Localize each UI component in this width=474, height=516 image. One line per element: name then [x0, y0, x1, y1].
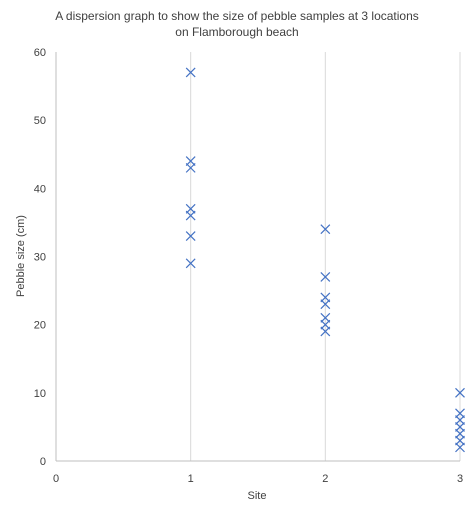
- data-point: [320, 272, 331, 282]
- y-tick-label: 0: [40, 456, 46, 468]
- data-point: [185, 162, 196, 173]
- data-point: [185, 210, 196, 221]
- y-tick-label: 50: [34, 115, 46, 127]
- data-point: [455, 387, 465, 398]
- y-tick-label: 20: [34, 320, 46, 332]
- data-point: [320, 299, 331, 310]
- data-point: [185, 231, 196, 241]
- data-point: [455, 442, 465, 453]
- x-tick-label: 0: [53, 473, 59, 485]
- data-points: [185, 67, 465, 453]
- data-point: [320, 326, 331, 337]
- chart-subtitle: on Flamborough beach: [175, 25, 298, 39]
- y-tick-label: 40: [34, 183, 46, 195]
- axes: [55, 52, 460, 462]
- data-point: [185, 258, 196, 269]
- y-tick-label: 30: [34, 252, 46, 264]
- x-tick-label: 1: [188, 473, 194, 485]
- tick-labels: 0 10 20 30 40 50 60 0 1 2 3: [34, 47, 463, 485]
- x-tick-label: 2: [322, 473, 328, 485]
- gridlines: [190, 52, 461, 461]
- y-tick-label: 10: [34, 388, 46, 400]
- x-axis-title: Site: [248, 490, 267, 502]
- chart-title: A dispersion graph to show the size of p…: [55, 9, 419, 23]
- y-axis-title: Pebble size (cm): [15, 215, 27, 297]
- data-point: [320, 224, 331, 235]
- data-point: [185, 67, 196, 78]
- y-tick-label: 60: [34, 47, 46, 59]
- x-tick-label: 3: [457, 473, 463, 485]
